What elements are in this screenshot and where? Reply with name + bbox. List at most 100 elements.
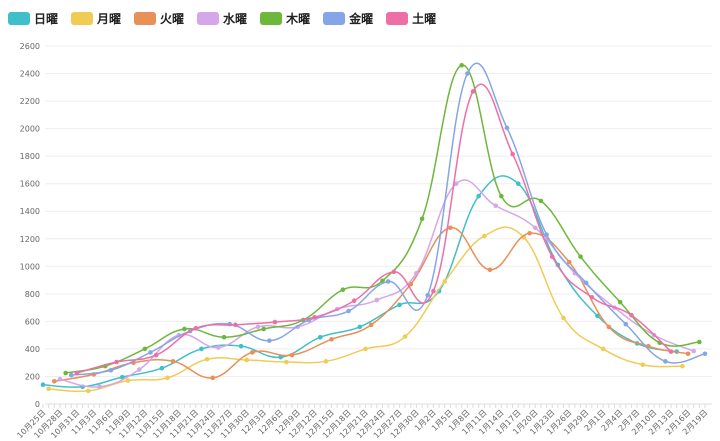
data-point <box>57 376 63 382</box>
legend-swatch <box>386 12 409 25</box>
data-point <box>148 350 153 355</box>
data-point <box>629 312 634 318</box>
legend-label: 金曜 <box>349 12 374 26</box>
data-point <box>606 324 612 330</box>
data-point <box>527 230 532 236</box>
data-point <box>63 370 68 376</box>
data-point <box>470 89 476 94</box>
series-line-火曜 <box>54 227 689 383</box>
data-point <box>52 378 57 384</box>
data-point <box>538 198 544 204</box>
data-point <box>566 259 572 265</box>
data-point <box>578 254 583 259</box>
data-point <box>182 326 187 332</box>
legend-label: 水曜 <box>223 12 248 26</box>
legend-swatch <box>134 12 157 25</box>
data-point <box>136 367 142 372</box>
data-point <box>283 359 289 365</box>
data-point <box>250 350 255 355</box>
data-point <box>278 354 283 360</box>
data-point <box>261 326 266 332</box>
data-point <box>170 359 176 364</box>
data-point <box>317 334 323 340</box>
series-line-日曜 <box>42 175 677 388</box>
data-point <box>425 292 431 298</box>
data-point <box>142 346 148 352</box>
legend-swatch <box>197 12 220 25</box>
data-point <box>238 343 244 349</box>
data-point <box>623 321 629 327</box>
data-point <box>221 334 227 340</box>
series-line-木曜 <box>65 64 700 374</box>
data-point <box>272 319 278 325</box>
data-point <box>233 322 238 328</box>
data-point <box>561 315 566 321</box>
y-tick-label: 2200 <box>20 97 40 106</box>
data-point <box>697 339 702 345</box>
legend-label: 月曜 <box>97 12 122 26</box>
data-point <box>312 314 317 320</box>
data-point <box>589 294 595 300</box>
legend-item[interactable]: 月曜 <box>71 10 121 27</box>
data-point <box>289 352 295 358</box>
data-point <box>199 346 204 352</box>
y-tick-label: 200 <box>25 372 40 381</box>
chart-legend: 日曜 月曜 火曜 水曜 木曜 金曜 土曜 <box>8 10 449 27</box>
data-point <box>40 382 46 388</box>
data-point <box>391 269 397 275</box>
data-point <box>448 225 453 231</box>
data-point <box>482 233 487 239</box>
series-line-土曜 <box>76 83 672 374</box>
data-point <box>159 365 165 371</box>
legend-item[interactable]: 土曜 <box>386 10 436 27</box>
data-point <box>640 362 646 368</box>
data-point <box>691 348 696 354</box>
data-point <box>46 386 51 392</box>
data-point <box>702 351 708 357</box>
y-tick-label: 1200 <box>20 235 40 244</box>
data-point <box>340 287 346 293</box>
legend-label: 土曜 <box>412 12 437 26</box>
data-point <box>165 375 170 381</box>
data-point <box>204 356 210 362</box>
legend-item[interactable]: 火曜 <box>134 10 184 27</box>
data-point <box>351 298 357 304</box>
data-point <box>442 279 448 284</box>
legend-swatch <box>8 12 30 25</box>
y-tick-label: 1400 <box>20 207 40 216</box>
y-tick-label: 400 <box>25 345 40 354</box>
y-tick-label: 0 <box>35 400 40 409</box>
data-point <box>119 374 125 380</box>
y-tick-label: 600 <box>25 317 40 326</box>
data-point <box>114 359 119 365</box>
legend-item[interactable]: 日曜 <box>8 10 58 27</box>
data-point <box>465 71 470 76</box>
y-tick-label: 2600 <box>20 42 40 51</box>
data-point <box>346 308 351 314</box>
data-point <box>595 313 600 319</box>
data-point <box>357 324 363 330</box>
data-point <box>493 203 498 209</box>
legend-swatch <box>323 12 346 25</box>
y-tick-label: 2400 <box>20 70 40 79</box>
legend-item[interactable]: 金曜 <box>323 10 373 27</box>
data-point <box>617 299 623 305</box>
y-tick-label: 2000 <box>20 125 40 134</box>
data-point <box>476 193 481 199</box>
data-point <box>216 345 221 350</box>
data-point <box>193 325 199 331</box>
legend-label: 日曜 <box>34 12 59 26</box>
data-point <box>668 349 674 354</box>
data-point <box>402 334 408 339</box>
data-point <box>419 216 425 222</box>
legend-item[interactable]: 木曜 <box>260 10 310 27</box>
series-line-月曜 <box>48 226 683 393</box>
data-point <box>210 375 216 381</box>
legend-item[interactable]: 水曜 <box>197 10 247 27</box>
data-point <box>685 351 691 357</box>
data-point <box>532 225 538 231</box>
data-point <box>414 270 419 276</box>
data-point <box>510 151 515 157</box>
data-point <box>385 279 391 284</box>
data-point <box>544 232 549 237</box>
